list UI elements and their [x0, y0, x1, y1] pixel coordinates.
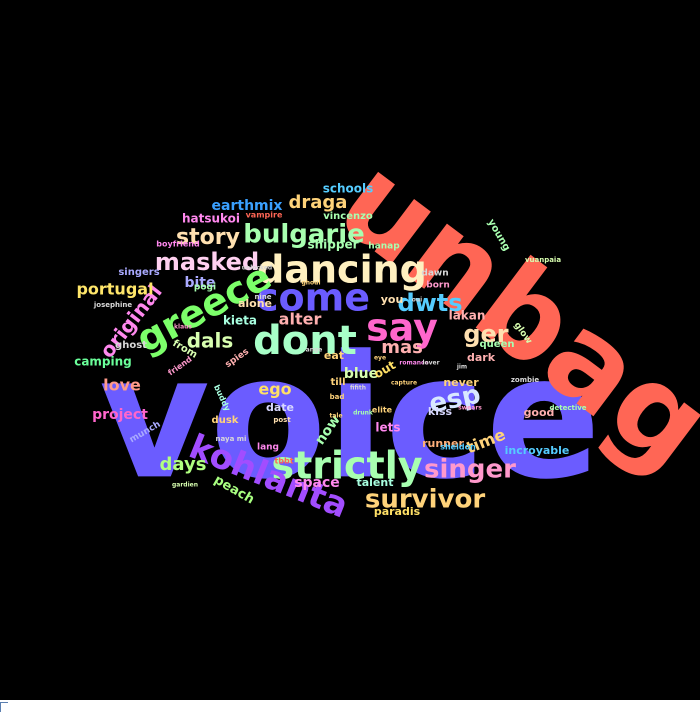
- word-hatsukoi: hatsukoi: [182, 212, 240, 226]
- word-schools: schools: [323, 182, 374, 196]
- word-portugal: portugal: [76, 280, 153, 299]
- word-bulgarie: bulgarie: [243, 220, 365, 250]
- word-ger: ger: [463, 320, 508, 348]
- word-sheldon: sheldon: [440, 443, 476, 452]
- word-days: days: [160, 454, 207, 475]
- word-tbbt: tbbt: [274, 457, 293, 466]
- word-vampire: vampire: [246, 211, 283, 220]
- word-ghoul: ghoul: [301, 280, 320, 287]
- word-date: date: [266, 401, 294, 414]
- word-klaus: klaus: [174, 324, 192, 331]
- word-masked: masked: [155, 248, 259, 276]
- word-dont: dont: [253, 318, 357, 364]
- word-capture: capture: [391, 380, 417, 387]
- word-unlocked: unlocked: [242, 265, 272, 272]
- word-dark: dark: [467, 351, 496, 364]
- word-singer: singer: [424, 455, 516, 485]
- word-never: never: [443, 376, 479, 389]
- word-project: project: [92, 407, 148, 423]
- word-oui: oui: [412, 297, 422, 304]
- word-dancing: dancing: [257, 248, 427, 292]
- word-vincenzo: vincenzo: [323, 211, 373, 222]
- word-dawn: dawn: [421, 269, 448, 279]
- corner-mark: [0, 702, 8, 712]
- word-singers: singers: [118, 267, 159, 278]
- word-come: come: [256, 276, 370, 320]
- word-kieta: kieta: [223, 314, 257, 328]
- word-lover: lover: [422, 360, 439, 367]
- word-earthmix: earthmix: [212, 198, 283, 214]
- word-jim: jim: [456, 364, 467, 371]
- word-alter: alter: [279, 310, 322, 329]
- word-josephine: josephine: [93, 301, 132, 309]
- word-nine: nine: [254, 293, 271, 301]
- word-boyfriend: boyfriend: [156, 240, 200, 249]
- word-eat: eat: [324, 349, 344, 362]
- word-dwts: dwts: [397, 289, 462, 317]
- word-hanap: hanap: [368, 242, 400, 252]
- word-survivor: survivor: [365, 485, 485, 515]
- word-say: say: [366, 306, 438, 350]
- word-ghost: ghost: [115, 340, 147, 351]
- word-you: you: [381, 293, 404, 306]
- bottom-strip: [0, 700, 700, 713]
- word-camping: camping: [74, 355, 132, 369]
- word-swears: swears: [458, 405, 482, 412]
- word-strictly: strictly: [271, 444, 422, 488]
- word-ange: ange: [306, 347, 323, 354]
- word-good: good: [524, 406, 555, 419]
- word-romance: romance: [399, 360, 428, 367]
- word-ego: ego: [258, 380, 291, 399]
- word-draga: draga: [289, 192, 348, 213]
- word-lang: lang: [257, 443, 279, 453]
- word-space: space: [294, 475, 340, 491]
- word-naya-mi: naya mi: [216, 435, 247, 443]
- word-kiss: kiss: [428, 405, 453, 418]
- word-vuanpaia: vuanpaia: [525, 256, 561, 264]
- word-gardien: gardien: [172, 482, 198, 489]
- word-runner: runner: [422, 437, 464, 450]
- word-voice: voice: [99, 319, 601, 517]
- word-post: post: [273, 416, 291, 424]
- word-till: till: [330, 377, 345, 388]
- word-mas: mas: [381, 337, 423, 358]
- word-fifith: fifith: [350, 385, 366, 392]
- word-bad: bad: [330, 393, 345, 401]
- word-detective: detective: [549, 404, 586, 412]
- word-love: love: [103, 376, 141, 395]
- word-bite: bite: [184, 275, 215, 291]
- word-born: born: [426, 281, 449, 291]
- word-elite: elite: [372, 406, 393, 415]
- word-talent: talent: [356, 476, 393, 489]
- word-pogi: pogi: [194, 283, 216, 293]
- word-blue: blue: [344, 366, 378, 382]
- word-dusk: dusk: [212, 415, 239, 426]
- word-shipper: shipper: [307, 238, 358, 252]
- word-queen: queen: [480, 339, 515, 350]
- word-eye: eye: [374, 355, 386, 362]
- word-alone: alone: [238, 297, 272, 310]
- word-tale: tale: [329, 413, 342, 420]
- word-lets: lets: [375, 421, 400, 435]
- word-zombie: zombie: [511, 376, 540, 384]
- word-story: story: [176, 225, 240, 250]
- word-dals: dals: [187, 329, 234, 353]
- word-incroyable: incroyable: [505, 444, 570, 457]
- word-lakan: lakan: [449, 309, 486, 323]
- word-drunk: drunk: [353, 410, 374, 417]
- word-paradis: paradis: [374, 505, 421, 518]
